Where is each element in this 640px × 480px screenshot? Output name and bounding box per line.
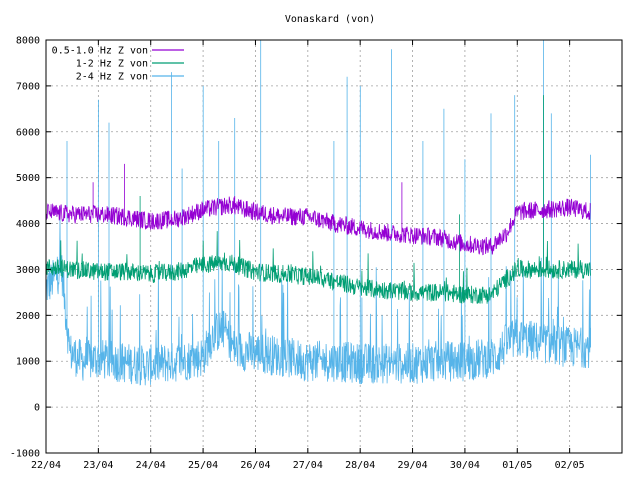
chart-title: Vonaskard (von) (285, 14, 375, 25)
x-tick-label: 01/05 (502, 460, 532, 471)
y-tick-label: 8000 (16, 36, 40, 47)
x-tick-label: 29/04 (397, 460, 427, 471)
x-tick-label: 23/04 (83, 460, 113, 471)
x-tick-label: 27/04 (293, 460, 323, 471)
x-tick-label: 22/04 (31, 460, 61, 471)
legend-label: 0.5-1.0 Hz Z von (52, 46, 148, 57)
legend-label: 1-2 Hz Z von (76, 59, 148, 70)
y-tick-label: 0 (34, 403, 40, 414)
plot-frame (45, 39, 623, 454)
y-tick-label: 1000 (16, 357, 40, 368)
series-line-3 (45, 40, 591, 386)
y-tick-label: 3000 (16, 265, 40, 276)
axis-ticks: -1000 0 1000 2000 3000 4000 5000 6000 7000 8000 22… (10, 36, 622, 471)
x-tick-label: 26/04 (240, 460, 270, 471)
y-tick-label: 7000 (16, 81, 40, 92)
x-tick-label: 24/04 (136, 460, 166, 471)
y-tick-label: 5000 (16, 173, 40, 184)
x-tick-label: 25/04 (188, 460, 218, 471)
series-line-2 (45, 95, 591, 305)
series-line-1 (45, 163, 591, 256)
y-tick-label: -1000 (10, 449, 40, 460)
series-lines (45, 40, 591, 386)
y-tick-label: 2000 (16, 311, 40, 322)
x-tick-label: 02/05 (555, 460, 585, 471)
legend-label: 2-4 Hz Z von (76, 72, 148, 83)
y-tick-label: 4000 (16, 219, 40, 230)
legend: 0.5-1.0 Hz Z von 1-2 Hz Z von 2-4 Hz Z von (52, 46, 184, 83)
x-tick-label: 30/04 (450, 460, 480, 471)
y-tick-label: 6000 (16, 127, 40, 138)
x-tick-label: 28/04 (345, 460, 375, 471)
